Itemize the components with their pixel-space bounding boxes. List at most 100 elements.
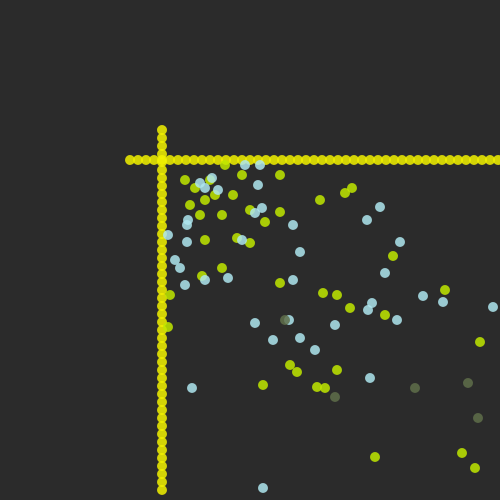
point bbox=[149, 155, 159, 165]
point bbox=[260, 217, 270, 227]
point bbox=[157, 357, 167, 367]
point bbox=[301, 155, 311, 165]
point bbox=[157, 293, 167, 303]
point bbox=[157, 125, 167, 135]
point bbox=[275, 170, 285, 180]
point bbox=[413, 155, 423, 165]
point bbox=[213, 185, 223, 195]
point bbox=[469, 155, 479, 165]
point bbox=[157, 197, 167, 207]
point bbox=[295, 247, 305, 257]
point bbox=[157, 397, 167, 407]
point bbox=[485, 155, 495, 165]
point bbox=[165, 155, 175, 165]
point bbox=[293, 155, 303, 165]
point bbox=[332, 290, 342, 300]
point bbox=[157, 253, 167, 263]
point bbox=[195, 210, 205, 220]
point bbox=[125, 155, 135, 165]
point bbox=[185, 200, 195, 210]
point bbox=[181, 155, 191, 165]
point bbox=[173, 155, 183, 165]
point bbox=[375, 202, 385, 212]
point bbox=[157, 421, 167, 431]
point bbox=[157, 181, 167, 191]
point bbox=[163, 322, 173, 332]
point bbox=[373, 155, 383, 165]
point bbox=[157, 221, 167, 231]
point bbox=[213, 155, 223, 165]
point bbox=[157, 205, 167, 215]
point bbox=[157, 389, 167, 399]
point bbox=[330, 392, 340, 402]
point bbox=[317, 155, 327, 165]
point bbox=[258, 380, 268, 390]
point bbox=[440, 285, 450, 295]
point bbox=[157, 445, 167, 455]
point bbox=[157, 477, 167, 487]
point bbox=[157, 461, 167, 471]
point bbox=[245, 238, 255, 248]
point bbox=[292, 367, 302, 377]
point bbox=[277, 155, 287, 165]
point bbox=[189, 155, 199, 165]
point bbox=[268, 335, 278, 345]
point bbox=[347, 183, 357, 193]
point bbox=[397, 155, 407, 165]
point bbox=[157, 413, 167, 423]
point bbox=[175, 263, 185, 273]
point bbox=[237, 170, 247, 180]
point bbox=[157, 453, 167, 463]
point bbox=[365, 155, 375, 165]
point bbox=[157, 349, 167, 359]
point bbox=[258, 483, 268, 493]
point bbox=[157, 301, 167, 311]
point bbox=[457, 448, 467, 458]
point bbox=[157, 437, 167, 447]
point bbox=[157, 405, 167, 415]
point bbox=[493, 155, 500, 165]
point bbox=[229, 155, 239, 165]
point bbox=[157, 141, 167, 151]
point bbox=[157, 373, 167, 383]
point bbox=[157, 157, 167, 167]
point bbox=[255, 160, 265, 170]
point bbox=[388, 251, 398, 261]
point bbox=[288, 275, 298, 285]
point bbox=[157, 261, 167, 271]
point bbox=[157, 165, 167, 175]
point bbox=[392, 315, 402, 325]
point bbox=[380, 310, 390, 320]
point bbox=[197, 155, 207, 165]
point bbox=[332, 365, 342, 375]
point bbox=[437, 155, 447, 165]
point bbox=[345, 303, 355, 313]
point bbox=[285, 155, 295, 165]
point bbox=[333, 155, 343, 165]
point bbox=[157, 365, 167, 375]
point bbox=[133, 155, 143, 165]
point bbox=[157, 333, 167, 343]
point bbox=[157, 429, 167, 439]
point bbox=[157, 237, 167, 247]
point bbox=[315, 195, 325, 205]
point bbox=[389, 155, 399, 165]
point bbox=[217, 210, 227, 220]
point bbox=[157, 485, 167, 495]
point bbox=[250, 318, 260, 328]
point bbox=[157, 173, 167, 183]
point bbox=[180, 280, 190, 290]
point bbox=[473, 413, 483, 423]
point bbox=[157, 469, 167, 479]
point bbox=[250, 208, 260, 218]
point bbox=[200, 195, 210, 205]
point bbox=[275, 207, 285, 217]
point bbox=[157, 277, 167, 287]
point bbox=[157, 285, 167, 295]
point bbox=[223, 273, 233, 283]
point bbox=[217, 263, 227, 273]
point bbox=[357, 155, 367, 165]
